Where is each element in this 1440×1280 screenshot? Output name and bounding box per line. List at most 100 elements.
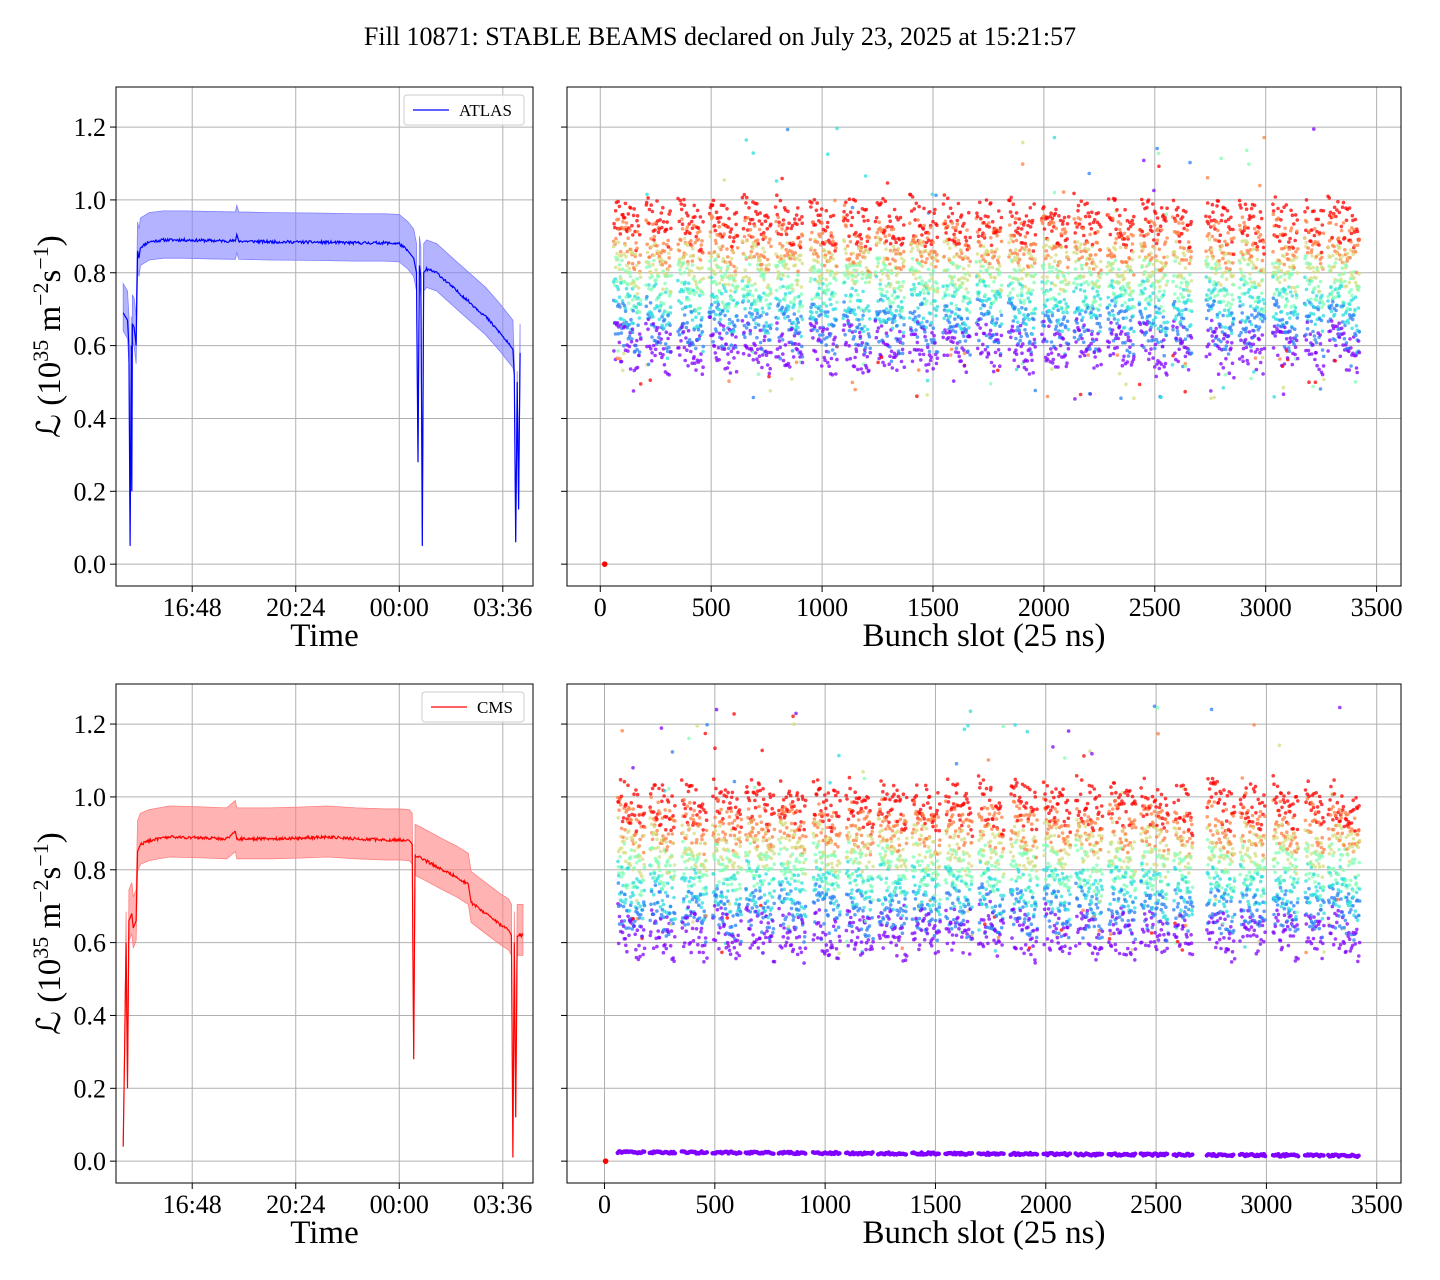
bunch-point xyxy=(718,322,723,327)
bunch-point xyxy=(814,321,819,325)
bunch-point xyxy=(1098,325,1103,329)
x-tick-label: 0 xyxy=(594,593,607,622)
bunch-point xyxy=(1178,286,1183,290)
bunch-point xyxy=(861,214,865,219)
bunch-point xyxy=(1086,247,1091,252)
bunch-point xyxy=(975,211,979,215)
bunch-point xyxy=(612,349,616,353)
bunch-point xyxy=(764,321,769,325)
bunch-point xyxy=(1354,333,1358,338)
bunch-point xyxy=(957,307,962,312)
bunch-point xyxy=(1040,287,1044,291)
bunch-point xyxy=(1086,282,1091,287)
bunch-point xyxy=(982,220,986,225)
bunch-point xyxy=(783,265,787,270)
bunch-point xyxy=(864,366,869,370)
bunch-point xyxy=(1108,232,1113,237)
bunch-point xyxy=(1186,280,1190,285)
bunch-point xyxy=(783,343,788,347)
bunch-point xyxy=(1127,281,1131,285)
bunch-point xyxy=(1205,255,1210,259)
bunch-point xyxy=(955,218,960,223)
bunch-point xyxy=(1208,296,1213,300)
bunch-point xyxy=(613,209,618,213)
bunch-point xyxy=(1010,214,1014,218)
bunch-point xyxy=(965,316,970,321)
bunch-point xyxy=(617,295,622,300)
bunch-point xyxy=(752,224,757,228)
bunch-point xyxy=(853,387,857,392)
bunch-point xyxy=(1026,265,1031,270)
bunch-point xyxy=(1016,226,1020,230)
bunch-point xyxy=(1115,208,1119,212)
bunch-point xyxy=(848,210,853,214)
bunch-point xyxy=(848,240,853,244)
bunch-point xyxy=(1311,343,1315,347)
bunch-point xyxy=(1096,308,1101,312)
bunch-point xyxy=(843,273,848,278)
bunch-point xyxy=(935,259,940,263)
bunch-point xyxy=(1045,298,1050,302)
bunch-point xyxy=(835,126,839,131)
bunch-point xyxy=(1337,253,1342,257)
bunch-point xyxy=(1128,293,1133,298)
bunch-point xyxy=(682,197,686,202)
bunch-point xyxy=(1085,240,1090,245)
bunch-point xyxy=(833,198,837,203)
bunch-point xyxy=(1097,248,1102,252)
bunch-point xyxy=(651,322,656,326)
bunch-point xyxy=(922,206,926,211)
bunch-point xyxy=(635,292,640,296)
bunch-point xyxy=(864,207,869,212)
bunch-point xyxy=(828,281,832,286)
bunch-point xyxy=(1042,319,1046,324)
bunch-point xyxy=(1215,204,1219,208)
bunch-point xyxy=(827,364,831,369)
bunch-point xyxy=(735,234,740,238)
bunch-point xyxy=(829,302,833,307)
bunch-point xyxy=(876,360,880,365)
bunch-point xyxy=(800,355,805,359)
bunch-point xyxy=(847,271,851,275)
bunch-point xyxy=(799,292,804,296)
bunch-point xyxy=(1255,306,1260,310)
bunch-point xyxy=(755,308,760,313)
bunch-point xyxy=(1132,329,1136,334)
bunch-point xyxy=(708,315,712,320)
bunch-point xyxy=(834,372,838,376)
bunch-point xyxy=(1157,164,1161,169)
bunch-point xyxy=(1189,336,1194,340)
bunch-point xyxy=(1096,211,1101,215)
bunch-point xyxy=(1246,262,1250,267)
bunch-point xyxy=(726,352,730,356)
bunch-point xyxy=(1181,316,1186,321)
bunch-point xyxy=(958,230,963,235)
bunch-point xyxy=(798,240,803,244)
bunch-point xyxy=(760,262,764,267)
bunch-point xyxy=(1010,280,1015,285)
bunch-point xyxy=(724,305,728,309)
bunch-point xyxy=(1232,375,1236,380)
bunch-point xyxy=(1310,352,1314,356)
bunch-point xyxy=(952,336,957,340)
bunch-point xyxy=(1305,206,1310,210)
bunch-point xyxy=(1027,287,1031,292)
bunch-point xyxy=(996,368,1000,373)
bunch-point xyxy=(680,222,685,226)
bunch-point xyxy=(894,324,899,328)
bunch-point xyxy=(790,283,794,287)
bunch-point xyxy=(824,208,829,213)
bunch-point xyxy=(800,233,805,238)
bunch-point xyxy=(1342,336,1347,341)
bunch-point xyxy=(919,348,924,353)
bunch-point xyxy=(734,345,738,350)
bunch-point xyxy=(1137,382,1142,387)
bunch-point xyxy=(995,233,999,238)
bunch-point xyxy=(1064,230,1068,234)
bunch-point xyxy=(708,306,712,310)
bunch-point xyxy=(946,335,951,340)
bunch-point xyxy=(1289,226,1294,230)
bunch-point xyxy=(1014,248,1018,252)
bunch-point xyxy=(1061,337,1066,341)
bunch-point xyxy=(1119,396,1123,401)
